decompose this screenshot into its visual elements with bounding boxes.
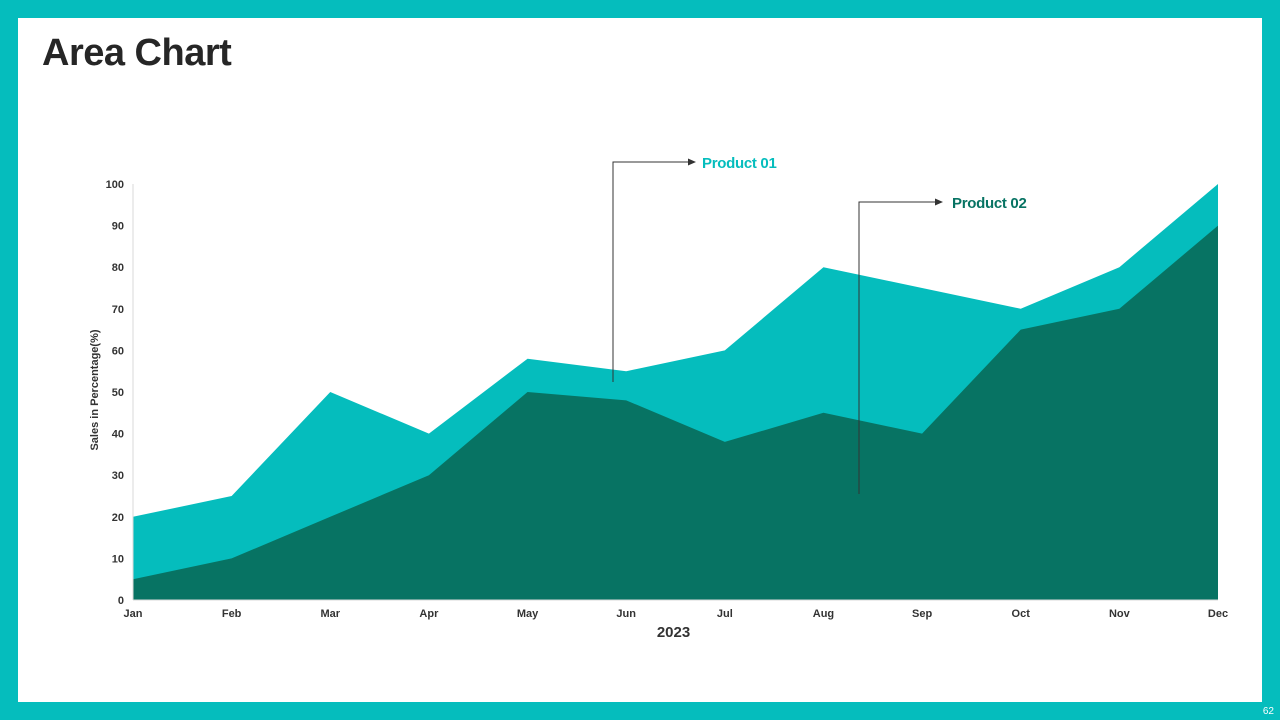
x-tick-label: Oct	[1012, 608, 1031, 620]
y-tick-label: 90	[112, 221, 124, 233]
x-tick-label: Mar	[320, 608, 340, 620]
y-tick-label: 60	[112, 345, 124, 357]
slide: Area Chart 0 10 20 30 40 50 60 70 80 90 100 Jan Feb…	[18, 18, 1262, 702]
callout-line-product-02	[858, 201, 935, 494]
y-tick-label: 30	[112, 470, 124, 482]
y-tick-label: 80	[112, 262, 124, 274]
area-product-02	[133, 225, 1218, 600]
callout-line-product-01	[612, 161, 688, 382]
x-tick-label: Nov	[1109, 608, 1131, 620]
x-tick-labels: Jan Feb Mar Apr May Jun Jul Aug Sep Oct Nov Dec	[124, 608, 1229, 620]
series-callouts: Product 01 Product 02	[612, 155, 1027, 494]
callout-arrow-icon	[935, 198, 943, 206]
y-tick-label: 10	[112, 553, 124, 565]
callout-label-product-02: Product 02	[952, 195, 1027, 212]
x-tick-label: May	[517, 608, 539, 620]
x-tick-label: Jun	[616, 608, 636, 620]
y-tick-label: 70	[112, 304, 124, 316]
area-chart: 0 10 20 30 40 50 60 70 80 90 100 Jan Feb Mar Apr May Ju…	[89, 155, 1229, 641]
y-tick-label: 40	[112, 429, 124, 441]
y-tick-label: 50	[112, 387, 124, 399]
callout-label-product-01: Product 01	[702, 155, 777, 172]
page-number: 62	[1262, 706, 1274, 717]
y-tick-label: 0	[118, 595, 124, 607]
y-axis-label: Sales in Percentage(%)	[89, 329, 101, 450]
y-tick-label: 20	[112, 512, 124, 524]
x-axis-label: 2023	[657, 624, 690, 641]
x-tick-label: Jan	[124, 608, 143, 620]
x-tick-label: Apr	[419, 608, 439, 620]
y-tick-label: 100	[106, 179, 124, 191]
x-tick-label: Feb	[222, 608, 242, 620]
x-tick-label: Jul	[717, 608, 733, 620]
area-series-group	[133, 184, 1218, 600]
slide-title: Area Chart	[42, 32, 232, 74]
y-tick-labels: 0 10 20 30 40 50 60 70 80 90 100	[106, 179, 124, 607]
x-tick-label: Dec	[1208, 608, 1228, 620]
callout-arrow-icon	[688, 158, 696, 166]
x-tick-label: Aug	[813, 608, 834, 620]
x-tick-label: Sep	[912, 608, 932, 620]
